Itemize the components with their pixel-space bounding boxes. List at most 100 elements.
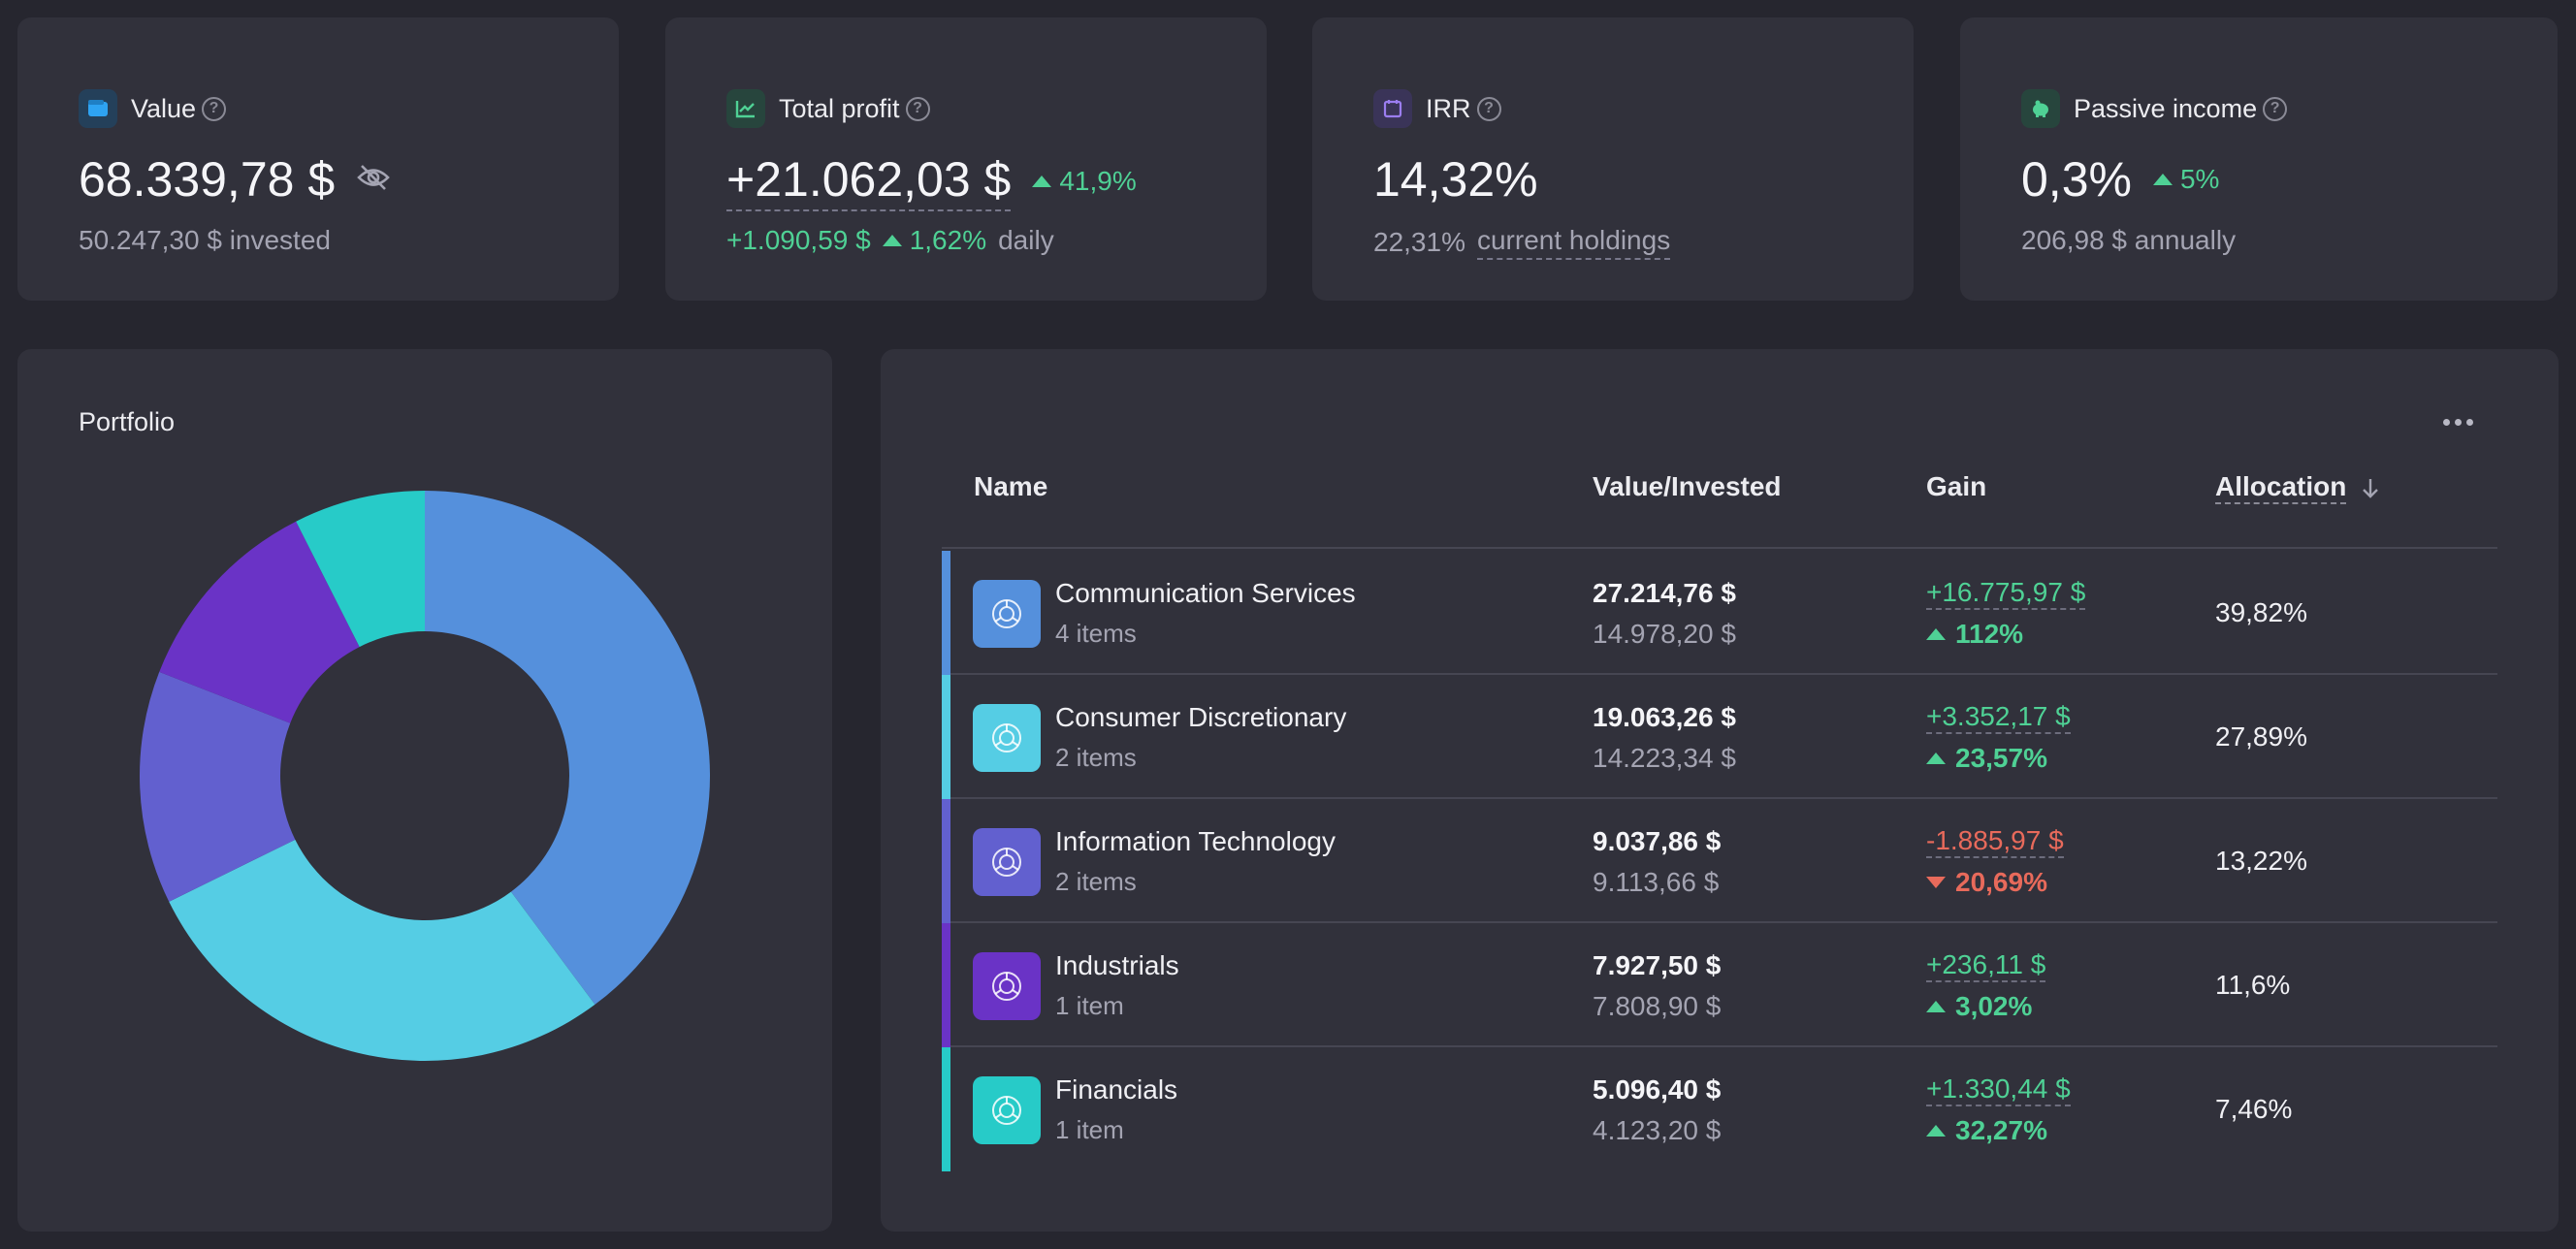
piggy-bank-icon <box>2021 89 2060 128</box>
row-color-bar <box>942 1047 950 1171</box>
table-row-communication-services[interactable]: Communication Services 4 items 27.214,76… <box>942 551 2497 675</box>
sector-pie-icon <box>973 1076 1041 1144</box>
help-icon[interactable]: ? <box>2263 96 2288 121</box>
daily-amount: +1.090,59 $ <box>726 225 871 255</box>
table-row-financials[interactable]: Financials 1 item 5.096,40 $ 4.123,20 $ … <box>942 1047 2497 1171</box>
row-value: 7.927,50 $ <box>1593 950 1722 980</box>
row-value: 27.214,76 $ <box>1593 578 1736 608</box>
donut-slice-financials[interactable] <box>296 491 425 648</box>
row-allocation: 13,22% <box>2215 846 2307 876</box>
row-item-count: 4 items <box>1055 619 1137 648</box>
row-item-count: 1 item <box>1055 991 1124 1020</box>
irr-sub-value: 22,31% <box>1373 227 1465 257</box>
row-invested: 14.978,20 $ <box>1593 619 1736 649</box>
wallet-icon <box>79 89 117 128</box>
total-profit-title: Total profit <box>779 93 900 123</box>
donut-slice-communication-services[interactable] <box>425 491 710 1005</box>
row-gain[interactable]: +236,11 $ <box>1926 949 2046 982</box>
row-invested: 7.808,90 $ <box>1593 991 1722 1021</box>
invested-text: 50.247,30 $ invested <box>79 225 331 255</box>
row-invested: 9.113,66 $ <box>1593 867 1720 897</box>
daily-delta: 1,62% <box>882 225 987 256</box>
row-invested: 4.123,20 $ <box>1593 1115 1722 1145</box>
donut-slice-information-technology[interactable] <box>140 671 296 902</box>
daily-pct: 1,62% <box>909 225 987 255</box>
daily-label: daily <box>998 225 1054 255</box>
triangle-up-icon <box>882 235 902 246</box>
portfolio-donut-chart <box>140 491 710 1061</box>
row-color-bar <box>942 551 950 675</box>
row-color-bar <box>942 799 950 923</box>
row-gain-pct: 20,69% <box>1926 867 2047 898</box>
help-icon[interactable]: ? <box>202 96 227 121</box>
chart-line-icon <box>726 89 765 128</box>
table-row-industrials[interactable]: Industrials 1 item 7.927,50 $ 7.808,90 $… <box>942 923 2497 1047</box>
sector-pie-icon <box>973 580 1041 648</box>
sector-pie-icon <box>973 828 1041 896</box>
triangle-up-icon <box>1032 176 1052 187</box>
row-name[interactable]: Consumer Discretionary <box>1055 702 1347 732</box>
arrow-down-icon <box>2360 475 2381 500</box>
header-name[interactable]: Name <box>974 471 1048 501</box>
row-name[interactable]: Communication Services <box>1055 578 1356 608</box>
passive-delta-value: 5% <box>2179 164 2220 194</box>
portfolio-title: Portfolio <box>79 407 176 436</box>
holdings-table-card: Name Value/Invested Gain Allocation Comm… <box>881 349 2559 1232</box>
annual-income-text: 206,98 $ annually <box>2021 225 2237 255</box>
table-row-consumer-discretionary[interactable]: Consumer Discretionary 2 items 19.063,26… <box>942 675 2497 799</box>
value-card: Value ? 68.339,78 $ 50.247,30 $ invested <box>17 17 619 301</box>
triangle-up-icon <box>1926 1001 1946 1012</box>
row-value: 9.037,86 $ <box>1593 826 1722 856</box>
header-allocation[interactable]: Allocation <box>2215 471 2381 504</box>
donut-slice-consumer-discretionary[interactable] <box>169 839 596 1061</box>
total-profit-value[interactable]: +21.062,03 $ <box>726 151 1012 211</box>
row-color-bar <box>942 923 950 1047</box>
row-gain[interactable]: +16.775,97 $ <box>1926 577 2086 610</box>
row-value: 19.063,26 $ <box>1593 702 1736 732</box>
irr-title: IRR <box>1426 93 1471 123</box>
row-name[interactable]: Financials <box>1055 1074 1178 1105</box>
header-value-invested[interactable]: Value/Invested <box>1593 471 1782 501</box>
portfolio-value: 68.339,78 $ <box>79 152 336 207</box>
hide-eye-icon[interactable] <box>356 163 391 197</box>
row-item-count: 1 item <box>1055 1115 1124 1144</box>
calendar-icon <box>1373 89 1412 128</box>
row-gain-pct: 112% <box>1926 619 2023 650</box>
irr-card: IRR ? 14,32% 22,31% current holdings <box>1312 17 1914 301</box>
table-row-information-technology[interactable]: Information Technology 2 items 9.037,86 … <box>942 799 2497 923</box>
row-gain[interactable]: -1.885,97 $ <box>1926 825 2064 858</box>
help-icon[interactable]: ? <box>1476 96 1501 121</box>
row-gain-pct: 23,57% <box>1926 743 2047 774</box>
row-name[interactable]: Industrials <box>1055 950 1179 980</box>
current-holdings-link[interactable]: current holdings <box>1476 225 1671 260</box>
row-gain-pct: 3,02% <box>1926 991 2032 1022</box>
row-item-count: 2 items <box>1055 867 1137 896</box>
triangle-up-icon <box>1926 628 1946 640</box>
row-allocation: 39,82% <box>2215 597 2307 627</box>
header-gain[interactable]: Gain <box>1926 471 1987 501</box>
passive-delta: 5% <box>2152 164 2220 195</box>
passive-income-title: Passive income <box>2074 93 2258 123</box>
profit-delta-value: 41,9% <box>1059 166 1137 196</box>
profit-delta: 41,9% <box>1032 166 1137 197</box>
total-profit-card: Total profit ? +21.062,03 $ 41,9% +1.090… <box>665 17 1267 301</box>
row-value: 5.096,40 $ <box>1593 1074 1722 1105</box>
passive-income-value: 0,3% <box>2021 152 2132 207</box>
triangle-down-icon <box>1926 877 1946 888</box>
help-icon[interactable]: ? <box>905 96 930 121</box>
row-gain[interactable]: +3.352,17 $ <box>1926 701 2071 734</box>
row-name[interactable]: Information Technology <box>1055 826 1336 856</box>
table-header: Name Value/Invested Gain Allocation <box>942 471 2497 549</box>
triangle-up-icon <box>1926 753 1946 764</box>
sector-pie-icon <box>973 952 1041 1020</box>
row-allocation: 11,6% <box>2215 970 2291 1000</box>
irr-value: 14,32% <box>1373 152 1538 207</box>
more-options-icon[interactable] <box>2436 407 2479 436</box>
row-gain[interactable]: +1.330,44 $ <box>1926 1073 2071 1106</box>
donut-slice-industrials[interactable] <box>159 521 360 723</box>
row-color-bar <box>942 675 950 799</box>
sector-pie-icon <box>973 704 1041 772</box>
row-allocation: 27,89% <box>2215 721 2307 752</box>
row-gain-pct: 32,27% <box>1926 1115 2047 1146</box>
value-title: Value <box>131 93 197 123</box>
